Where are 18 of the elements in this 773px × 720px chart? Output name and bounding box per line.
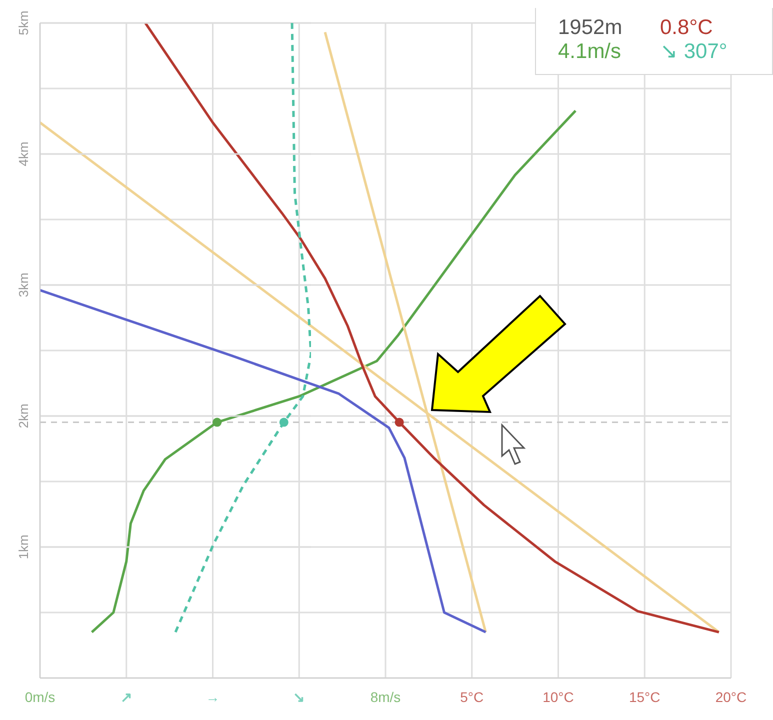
x-tick-label: 5°C xyxy=(460,689,484,705)
x-tick-label: → xyxy=(206,689,220,705)
x-tick-label: 20°C xyxy=(715,689,747,705)
x-tick-label: 15°C xyxy=(628,689,660,705)
annotation: 4.1m/s xyxy=(558,40,622,64)
annotation: ↘ 307° xyxy=(660,40,728,64)
y-tick-label: 3km xyxy=(16,272,31,298)
x-tick-label: 8m/s xyxy=(370,689,401,705)
x-tick-label: ↘ xyxy=(293,689,306,705)
y-tick-label: 1km xyxy=(16,534,31,560)
y-tick-label: 2km xyxy=(16,404,31,428)
x-tick-label: 10°C xyxy=(542,689,574,705)
y-tick-label: 4km xyxy=(16,142,31,166)
x-tick-label: ↗ xyxy=(120,689,132,705)
annotation: 0.8°C xyxy=(660,16,714,40)
y-tick-label: 5km xyxy=(16,10,31,36)
x-tick-label: 0m/s xyxy=(24,689,56,705)
annotation: 1952m xyxy=(558,16,624,40)
